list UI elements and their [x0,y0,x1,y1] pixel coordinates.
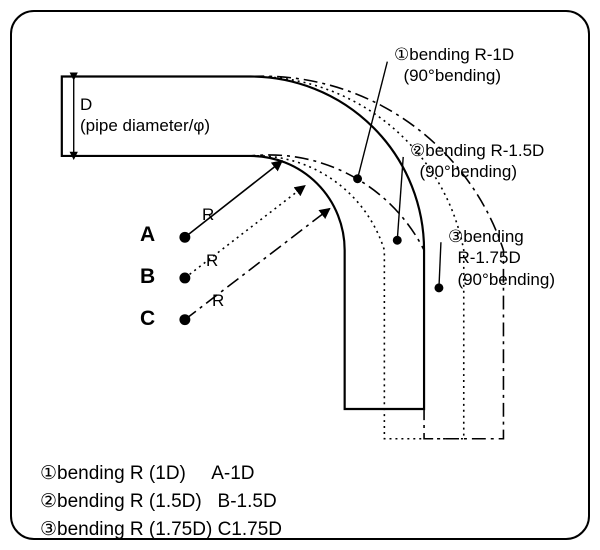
radius-r-label-b: R [206,250,218,271]
radius-letter-c: C [140,306,155,332]
bottom-line-1: ①bending R (1D) A-1D [40,462,255,485]
d-label-line1: D [80,95,92,114]
d-label-line2: (pipe diameter/φ) [80,116,210,135]
d-label: D (pipe diameter/φ) [80,94,210,137]
callout-2: ②bending R-1.5D (90°bending) [410,140,544,183]
radius-letter-b: B [140,264,155,290]
radius-r-label-a: R [202,204,214,225]
bottom-line-2: ②bending R (1.5D) B-1.5D [40,490,277,513]
radius-letter-a: A [140,222,155,248]
callout-1: ①bending R-1D (90°bending) [394,44,514,87]
callout-3: ③bending R-1.75D (90°bending) [448,226,555,290]
frame: D (pipe diameter/φ) A R B R C R ①bending R-1D… [10,10,590,540]
bottom-line-3: ③bending R (1.75D) C1.75D [40,518,282,541]
radius-r-label-c: R [212,290,224,311]
